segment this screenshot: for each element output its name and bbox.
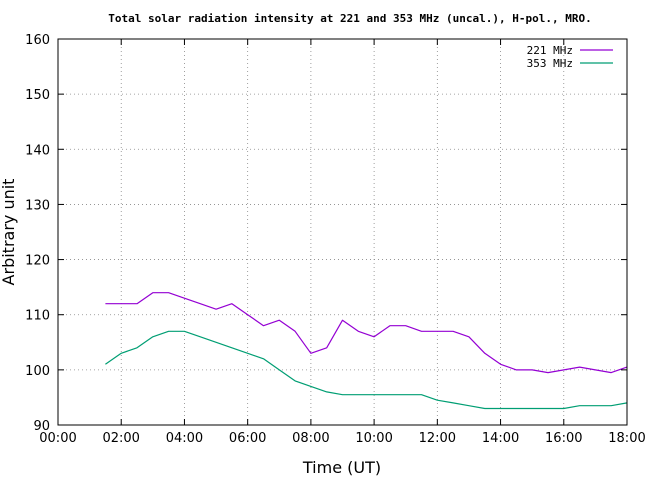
x-tick-label: 14:00 (482, 431, 519, 446)
y-tick-label: 160 (25, 33, 50, 48)
series-line-221-mhz (105, 292, 628, 374)
x-tick-label: 04:00 (166, 431, 203, 446)
y-axis-ticks: 90 100 110 120 130 140 150 160 (25, 33, 627, 434)
y-tick-label: 150 (25, 88, 50, 103)
y-tick-label: 130 (25, 198, 50, 213)
x-axis-ticks: 00:00 02:00 04:00 06:00 08:00 10:00 12:00 14:00… (39, 39, 646, 446)
y-tick-label: 110 (25, 309, 50, 324)
y-tick-label: 90 (33, 419, 50, 434)
x-tick-label: 00:00 (39, 431, 76, 446)
x-tick-label: 10:00 (355, 431, 392, 446)
series-layer (105, 292, 628, 410)
x-axis-label: Time (UT) (302, 458, 381, 477)
grid-lines (58, 39, 627, 425)
y-tick-label: 100 (25, 364, 50, 379)
x-tick-label: 12:00 (419, 431, 456, 446)
plot-frame (57, 38, 628, 426)
chart-title: Total solar radiation intensity at 221 a… (108, 12, 591, 25)
x-tick-label: 16:00 (545, 431, 582, 446)
y-tick-label: 120 (25, 254, 50, 269)
x-tick-label: 18:00 (608, 431, 645, 446)
x-tick-label: 06:00 (229, 431, 266, 446)
legend-label: 221 MHz (527, 44, 573, 57)
legend-label: 353 MHz (527, 57, 573, 70)
series-line-353-mhz (105, 330, 628, 410)
y-axis-label: Arbitrary unit (0, 179, 18, 286)
x-tick-label: 08:00 (292, 431, 329, 446)
y-tick-label: 140 (25, 143, 50, 158)
x-tick-label: 02:00 (102, 431, 139, 446)
